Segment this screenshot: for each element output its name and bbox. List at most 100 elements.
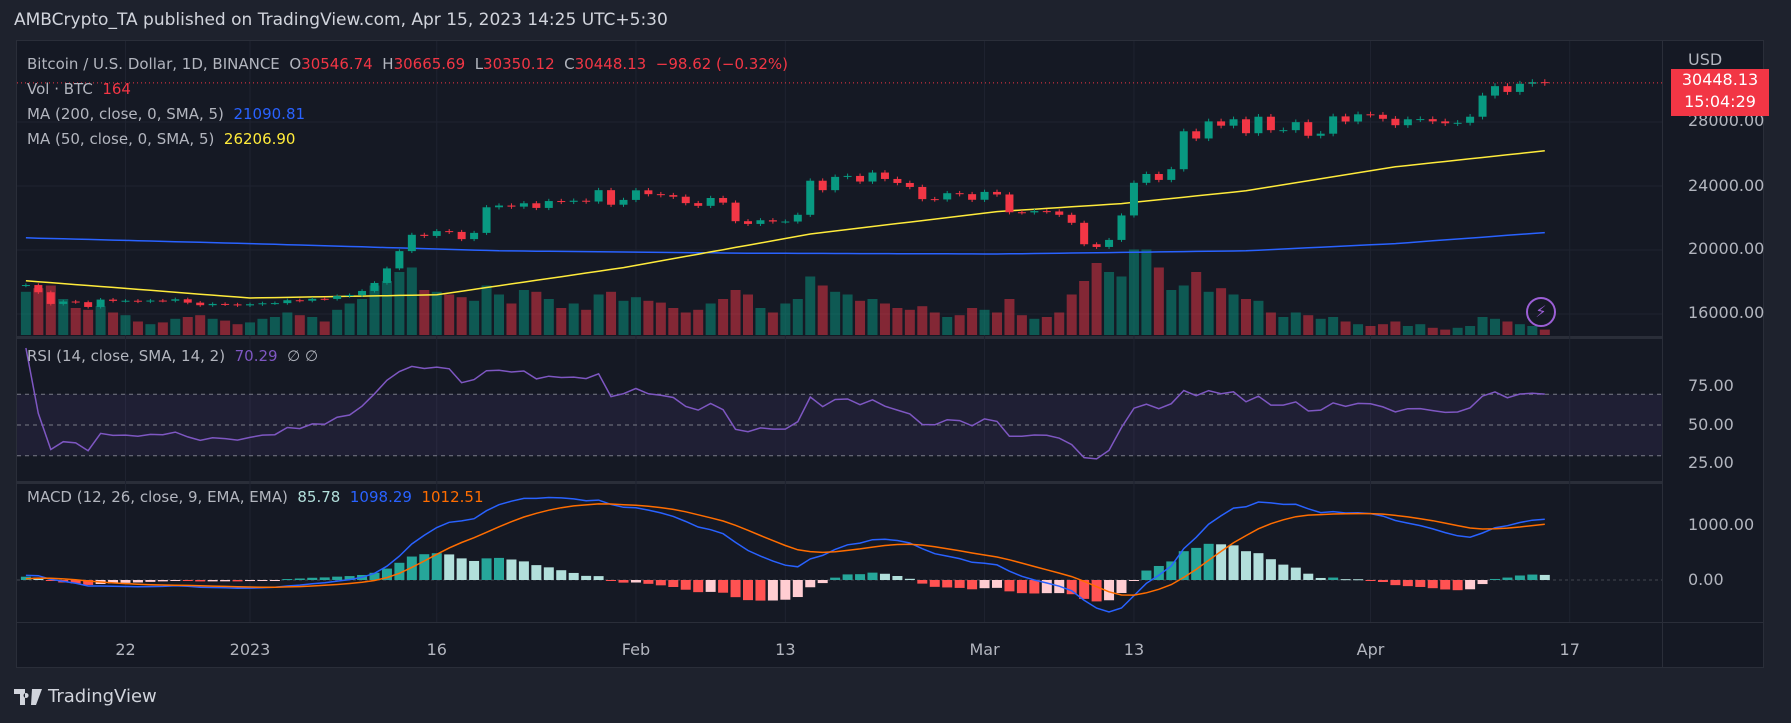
volume-bar [1166, 290, 1177, 335]
macd-histogram-bar [369, 572, 380, 580]
rsi-band [17, 394, 1662, 456]
macd-histogram-bar [1128, 580, 1139, 581]
candle-body [1117, 215, 1126, 240]
candle-body [495, 205, 503, 208]
ma50-legend[interactable]: MA (50, close, 0, SMA, 5) 26206.90 [27, 130, 295, 148]
macd-histogram-bar [406, 556, 417, 580]
volume-bar [556, 308, 567, 335]
candle-body [1341, 116, 1350, 122]
candle-body [607, 190, 616, 205]
time-tick: Mar [969, 640, 1000, 659]
macd-histogram-bar [879, 573, 890, 580]
volume-bar [1079, 281, 1090, 335]
volume-bar [954, 315, 965, 335]
candle-body [1105, 239, 1114, 247]
candle-body [1080, 222, 1089, 245]
ma50-label: MA (50, close, 0, SMA, 5) [27, 130, 215, 148]
volume-bar [319, 321, 330, 335]
volume-bar [1041, 317, 1052, 335]
candle-body [1067, 214, 1076, 223]
macd-histogram-bar [1278, 564, 1289, 580]
rsi-extra: ∅ ∅ [287, 347, 319, 365]
volume-bar [805, 276, 816, 335]
macd-histogram-bar [45, 580, 56, 581]
macd-histogram-bar [655, 580, 666, 586]
candle-body [1291, 122, 1300, 131]
macd-histogram-bar [394, 562, 405, 580]
macd-histogram-bar [1253, 553, 1264, 580]
lightning-icon[interactable]: ⚡ [1526, 297, 1556, 327]
macd-histogram-bar [1353, 579, 1364, 581]
ma200-label: MA (200, close, 0, SMA, 5) [27, 105, 224, 123]
volume-bar [344, 303, 355, 335]
macd-histogram-bar [319, 577, 330, 580]
candle-body [1403, 119, 1412, 126]
ma50-value: 26206.90 [223, 130, 296, 148]
candle-body [918, 186, 927, 200]
macd-histogram-bar [531, 565, 542, 580]
volume-bar [207, 318, 218, 335]
rsi-legend[interactable]: RSI (14, close, SMA, 14, 2) 70.29 ∅ ∅ [27, 347, 318, 365]
tradingview-logo[interactable]: TradingView [14, 686, 157, 707]
published-caption: AMBCrypto_TA published on TradingView.co… [14, 10, 668, 30]
candle-body [1242, 119, 1250, 134]
macd-histogram-bar [257, 580, 268, 581]
volume-bar [1415, 324, 1426, 335]
candle-body [569, 200, 578, 202]
macd-histogram-bar [942, 580, 953, 588]
macd-histogram-bar [568, 572, 579, 580]
time-tick: 22 [115, 640, 136, 659]
candle-body [594, 190, 603, 202]
volume-value: 164 [102, 80, 131, 98]
low-value: 30350.12 [483, 55, 555, 73]
volume-bar [967, 308, 978, 335]
macd-legend[interactable]: MACD (12, 26, close, 9, EMA, EMA) 85.78 … [27, 488, 484, 506]
ma200-legend[interactable]: MA (200, close, 0, SMA, 5) 21090.81 [27, 105, 305, 123]
candle-body [1266, 116, 1275, 131]
candle-body [1453, 122, 1462, 124]
volume-bar [307, 317, 318, 335]
volume-bar [892, 308, 903, 335]
macd-tick: 1000.00 [1688, 515, 1755, 534]
candle-body [146, 300, 155, 302]
candle-body [905, 182, 914, 187]
candle-body [1515, 83, 1524, 92]
volume-bar [830, 291, 841, 335]
currency-label[interactable]: USD [1688, 50, 1723, 69]
volume-bar [381, 281, 392, 335]
candle-body [1441, 121, 1450, 124]
volume-bar [132, 321, 143, 335]
volume-bar [780, 303, 791, 335]
volume-bar [942, 317, 953, 335]
candle-body [382, 268, 391, 283]
candle-body [1366, 114, 1375, 116]
candle-body [856, 175, 865, 182]
open-label: O [289, 55, 302, 73]
macd-histogram-bar [892, 575, 903, 580]
macd-histogram-bar [1527, 574, 1538, 580]
candle-body [196, 302, 205, 306]
volume-bar [33, 288, 44, 335]
candle-body [1179, 131, 1188, 170]
macd-histogram-bar [1191, 547, 1202, 580]
macd-histogram-bar [1514, 575, 1525, 580]
candle-body [1316, 133, 1325, 136]
macd-histogram-bar [419, 554, 430, 580]
volume-legend[interactable]: Vol · BTC 164 [27, 80, 131, 98]
macd-histogram-bar [668, 580, 679, 588]
symbol-name[interactable]: Bitcoin / U.S. Dollar, 1D, BINANCE [27, 55, 280, 73]
candle-body [46, 292, 55, 304]
candle-body [1354, 114, 1363, 122]
chart-frame[interactable] [16, 40, 1764, 668]
volume-bar [1066, 294, 1077, 335]
macd-histogram-bar [1216, 544, 1227, 580]
rsi-tick: 75.00 [1688, 376, 1734, 395]
volume-bar [1340, 321, 1351, 335]
macd-histogram-bar [1029, 580, 1040, 594]
volume-bar [1402, 326, 1413, 335]
volume-bar [1265, 312, 1276, 335]
macd-label: MACD (12, 26, close, 9, EMA, EMA) [27, 488, 288, 506]
macd-value: 1098.29 [349, 488, 412, 506]
macd-histogram-bar [1465, 580, 1476, 590]
